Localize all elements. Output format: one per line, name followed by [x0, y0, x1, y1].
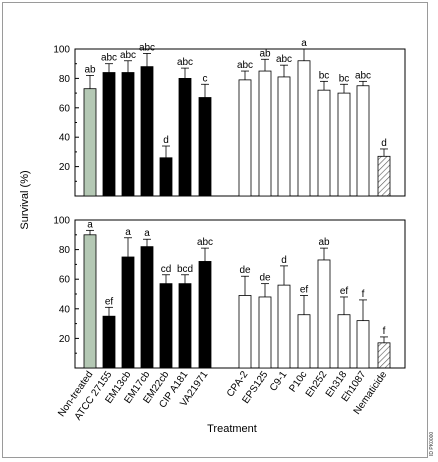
x-axis-label: Treatment: [207, 423, 257, 435]
significance-letter: d: [163, 135, 169, 146]
significance-letter: ef: [340, 286, 349, 297]
significance-letter: bc: [339, 73, 350, 84]
bar: [377, 342, 391, 369]
bar: [198, 261, 212, 369]
y-tick-label: 80: [59, 74, 71, 85]
significance-letter: c: [203, 73, 208, 84]
x-tick-label: C9-1: [268, 369, 290, 393]
significance-letter: a: [144, 228, 150, 239]
bar: [121, 72, 135, 197]
bar: [337, 92, 351, 197]
significance-letter: abc: [139, 42, 155, 53]
significance-letter: f: [362, 289, 365, 300]
y-tick-label: 40: [59, 133, 71, 144]
bar: [277, 284, 291, 369]
significance-letter: f: [383, 326, 386, 337]
side-note-text: ID PK0000: [429, 431, 435, 456]
bar: [178, 78, 192, 197]
significance-letter: de: [239, 265, 251, 276]
significance-letter: abc: [276, 54, 292, 65]
y-tick-label: 100: [53, 45, 70, 56]
significance-letter: abc: [120, 50, 136, 61]
bar: [83, 88, 97, 197]
bar: [140, 246, 154, 369]
y-axis-label: Survival (%): [19, 170, 31, 229]
significance-letter: ef: [105, 296, 114, 307]
significance-letter: abc: [177, 57, 193, 68]
bar: [258, 296, 272, 369]
bar: [337, 314, 351, 369]
bar: [377, 155, 391, 197]
bar: [238, 79, 252, 197]
bar: [198, 97, 212, 197]
bar: [159, 283, 173, 369]
y-tick-label: 100: [53, 216, 70, 227]
y-tick-label: 20: [59, 162, 71, 173]
bar: [140, 66, 154, 197]
significance-letter: ab: [318, 237, 330, 248]
bar: [159, 157, 173, 197]
significance-letter: abc: [237, 60, 253, 71]
bar: [178, 283, 192, 369]
bar: [356, 85, 370, 197]
significance-letter: abc: [101, 53, 117, 64]
bar: [102, 315, 116, 369]
significance-letter: bcd: [177, 264, 193, 275]
bar: [83, 234, 97, 369]
bar: [258, 70, 272, 197]
significance-letter: de: [259, 273, 271, 284]
y-tick-label: 80: [59, 245, 71, 256]
bar: [317, 89, 331, 197]
y-tick-label: 60: [59, 103, 71, 114]
significance-letter: d: [381, 138, 387, 149]
side-note: ID PK0000: [419, 376, 435, 456]
significance-letter: a: [87, 219, 93, 230]
y-tick-label: 40: [59, 304, 71, 315]
bar: [121, 256, 135, 369]
significance-letter: cd: [161, 264, 172, 275]
y-tick-label: 60: [59, 275, 71, 286]
significance-letter: abc: [197, 237, 213, 248]
y-tick-label: 20: [59, 334, 71, 345]
bar: [277, 76, 291, 197]
bar: [297, 60, 311, 197]
significance-letter: d: [281, 255, 287, 266]
figure-frame: [2, 2, 428, 458]
significance-letter: ab: [259, 48, 271, 59]
significance-letter: ef: [300, 284, 309, 295]
significance-letter: ab: [84, 64, 96, 75]
significance-letter: bc: [319, 70, 330, 81]
bar: [102, 72, 116, 197]
bar: [317, 259, 331, 369]
significance-letter: abc: [355, 70, 371, 81]
bar: [238, 295, 252, 369]
bar: [297, 314, 311, 369]
significance-letter: a: [125, 227, 131, 238]
significance-letter: a: [301, 38, 307, 49]
bar: [356, 320, 370, 369]
